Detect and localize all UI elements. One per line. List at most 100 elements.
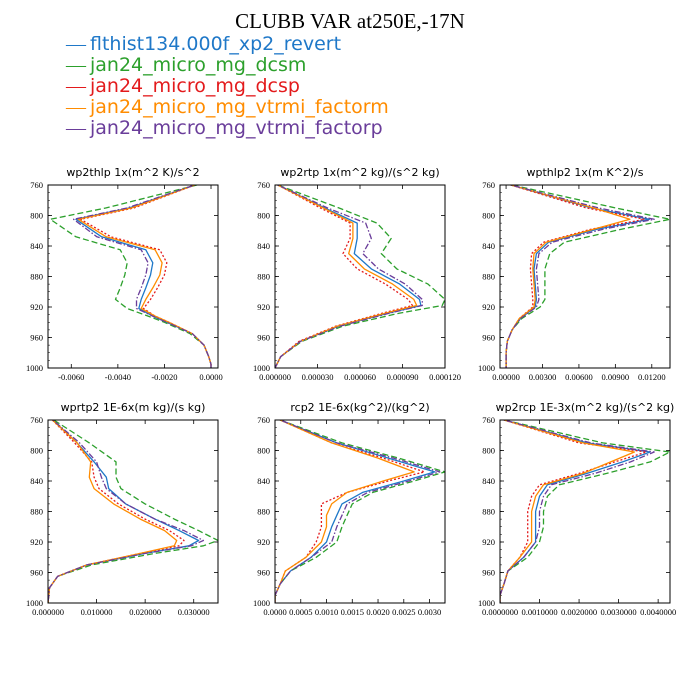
x-tick-label: 0.0040000 <box>640 607 676 617</box>
x-tick-label: 0.0010000 <box>521 607 557 617</box>
y-tick-label: 1000 <box>478 363 495 373</box>
y-tick-label: 960 <box>257 333 270 343</box>
legend-marker: — <box>65 33 87 55</box>
y-tick-label: 800 <box>30 446 43 456</box>
x-tick-label: -0.0020 <box>151 372 177 382</box>
legend-marker: — <box>65 96 87 118</box>
series-group <box>49 185 212 368</box>
chart-panel: wp2thlp 1x(m^2 K)/s^2 760 800 840 880 920 960 1… <box>26 166 223 382</box>
y-tick-label: 1000 <box>253 598 270 608</box>
y-tick-label: 960 <box>30 568 43 578</box>
x-tick-label: 0.01200 <box>638 372 666 382</box>
panel-title: wprtp2 1E-6x(m kg)/(s kg) <box>61 401 206 414</box>
series-line <box>505 185 651 368</box>
legend-marker: — <box>65 117 87 139</box>
series-line <box>75 185 212 368</box>
y-tick-label: 1000 <box>478 598 495 608</box>
y-tick-label: 960 <box>30 333 43 343</box>
series-line <box>500 420 636 603</box>
series-line <box>48 420 178 603</box>
series-line <box>505 185 670 368</box>
legend-item: — jan24_micro_mg_dcsm <box>65 54 306 76</box>
chart-panel: wp2rcp 1E-3x(m^2 kg)/(s^2 kg)760 800 840 88… <box>478 401 676 617</box>
plot-frame <box>499 184 671 369</box>
series-line <box>77 185 212 368</box>
series-group <box>505 185 670 368</box>
y-tick-label: 800 <box>257 446 270 456</box>
figure-title: CLUBB VAR at250E,-17N <box>235 9 465 33</box>
y-tick-label: 920 <box>30 537 43 547</box>
y-tick-label: 880 <box>482 272 495 282</box>
x-tick-label: 0.000000 <box>259 372 291 382</box>
x-tick-label: -0.0040 <box>105 372 131 382</box>
series-line <box>48 420 205 603</box>
chart-panels: wp2thlp 1x(m^2 K)/s^2 760 800 840 880 920 960 1… <box>26 166 676 617</box>
y-tick-label: 920 <box>257 302 270 312</box>
series-group <box>500 420 670 603</box>
panel-title: wp2rtp 1x(m^2 kg)/(s^2 kg) <box>280 166 439 179</box>
chart-panel: wprtp2 1E-6x(m kg)/(s kg) 760 800 840 880 920… <box>26 401 219 617</box>
y-tick-label: 840 <box>30 241 43 251</box>
series-line <box>275 185 418 368</box>
series-line <box>275 185 414 368</box>
series-group <box>275 420 445 603</box>
series-line <box>275 420 441 603</box>
x-tick-label: 0.0000000 <box>482 607 518 617</box>
legend-label: jan24_micro_mg_dcsm <box>89 54 306 76</box>
panel-title: wpthlp2 1x(m K^2)/s <box>527 166 644 179</box>
y-tick-label: 760 <box>257 180 270 190</box>
legend-label: jan24_micro_mg_dcsp <box>89 75 300 97</box>
y-tick-label: 920 <box>482 537 495 547</box>
x-tick-label: 0.0000 <box>263 607 286 617</box>
x-tick-label: 0.0030000 <box>601 607 637 617</box>
x-tick-label: 0.020000 <box>129 607 161 617</box>
legend-item: — jan24_micro_mg_dcsp <box>65 75 300 97</box>
x-tick-label: 0.0025 <box>392 607 415 617</box>
series-line <box>275 420 436 603</box>
y-tick-label: 840 <box>257 476 270 486</box>
legend-marker: — <box>65 54 87 76</box>
legend-item: — flthist134.000f_xp2_revert <box>65 33 341 55</box>
series-line <box>48 420 200 603</box>
series-line <box>275 420 445 603</box>
y-tick-label: 800 <box>482 446 495 456</box>
y-tick-label: 880 <box>30 272 43 282</box>
y-tick-label: 1000 <box>26 598 43 608</box>
x-tick-label: 0.00300 <box>529 372 557 382</box>
x-tick-label: 0.000120 <box>429 372 461 382</box>
plot-frame <box>274 419 446 604</box>
y-tick-label: 840 <box>30 476 43 486</box>
y-tick-label: 760 <box>30 180 43 190</box>
x-tick-label: 0.000060 <box>344 372 376 382</box>
series-line <box>275 420 415 603</box>
series-line <box>72 185 212 368</box>
chart-panel: rcp2 1E-6x(kg^2)/(kg^2) 760 800 840 880 920 96… <box>253 401 446 617</box>
x-tick-label: 0.0005 <box>289 607 312 617</box>
y-tick-label: 840 <box>257 241 270 251</box>
y-tick-label: 960 <box>257 568 270 578</box>
chart-panel: wpthlp2 1x(m K^2)/s 760 800 840 880 920 960 100… <box>478 166 671 382</box>
y-tick-label: 800 <box>482 211 495 221</box>
plot-frame <box>499 419 671 604</box>
x-tick-label: 0.0015 <box>341 607 364 617</box>
x-tick-label: 0.000000 <box>32 607 64 617</box>
y-tick-label: 960 <box>482 333 495 343</box>
plot-frame <box>274 184 446 369</box>
series-line <box>49 185 212 368</box>
x-tick-label: 0.000030 <box>302 372 334 382</box>
x-tick-label: 0.0000 <box>199 372 222 382</box>
series-line <box>275 185 445 368</box>
y-tick-label: 840 <box>482 476 495 486</box>
legend-item: — jan24_micro_mg_vtrmi_factorp <box>65 117 383 139</box>
panel-title: rcp2 1E-6x(kg^2)/(kg^2) <box>290 401 429 414</box>
series-line <box>48 420 218 603</box>
plot-frame <box>47 184 219 369</box>
y-tick-label: 880 <box>30 507 43 517</box>
y-tick-label: 800 <box>30 211 43 221</box>
x-tick-label: 0.00000 <box>492 372 520 382</box>
series-line <box>505 185 631 368</box>
series-line <box>275 420 426 603</box>
series-line <box>48 420 185 603</box>
x-tick-label: 0.00600 <box>565 372 593 382</box>
